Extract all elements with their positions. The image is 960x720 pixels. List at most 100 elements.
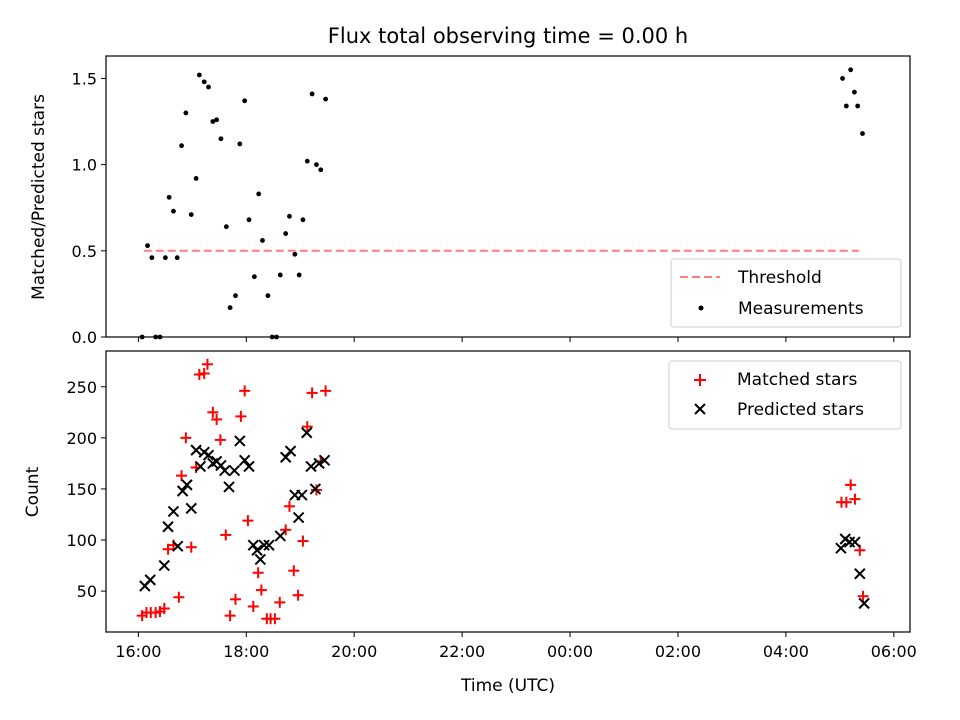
top-legend: Threshold Measurements — [670, 258, 902, 328]
measurements-point — [852, 89, 857, 95]
predicted-stars-point — [228, 464, 241, 477]
top-y-tick-label: 1.0 — [72, 156, 97, 175]
bottom-axes-frame — [105, 350, 911, 633]
matched-stars-point — [173, 591, 185, 603]
matched-stars-point — [242, 515, 254, 527]
x-tick-label: 06:00 — [871, 642, 917, 661]
top-plot-area: 0.0 0.5 1.0 1.5 Matched/Predicted stars Thr… — [29, 55, 911, 347]
matched-stars-point — [193, 369, 205, 381]
predicted-stars-point — [292, 511, 305, 524]
x-tick-label: 02:00 — [655, 642, 701, 661]
measurements-point — [840, 76, 845, 81]
bottom-y-tick-label: 100 — [66, 531, 97, 550]
measurements-point — [218, 136, 224, 142]
measurements-point — [214, 117, 220, 123]
measurements-point — [210, 119, 216, 124]
matched-stars-point — [230, 593, 242, 605]
top-y-tick-label: 0.0 — [72, 328, 97, 347]
measurements-point — [223, 224, 229, 230]
legend-measurements-label: Measurements — [738, 299, 864, 319]
matched-stars-point — [176, 470, 188, 482]
matched-stars-point — [185, 541, 197, 553]
matched-stars-point — [207, 406, 219, 418]
predicted-stars-point — [202, 449, 215, 461]
predicted-stars-point — [284, 445, 297, 457]
predicted-stars-point — [167, 505, 180, 518]
predicted-stars-point — [263, 539, 275, 551]
top-legend-box — [670, 258, 902, 328]
legend-matched-label: Matched stars — [737, 370, 857, 390]
measurements-point — [292, 251, 298, 257]
matched-stars-point — [280, 524, 292, 536]
measurements-point — [233, 293, 238, 299]
measurements-point — [188, 212, 194, 218]
top-y-tick-label: 0.5 — [72, 242, 97, 261]
matched-stars-point — [283, 500, 295, 512]
predicted-stars-point — [849, 536, 861, 548]
matched-stars-point — [274, 596, 286, 608]
measurements-point — [166, 194, 172, 200]
x-tick-label: 04:00 — [763, 642, 809, 661]
measurements-point — [171, 208, 176, 214]
measurements-point — [260, 238, 265, 243]
matched-stars-point — [224, 610, 236, 622]
matched-stars-point — [301, 421, 313, 433]
predicted-stars-point — [243, 460, 255, 473]
legend-predicted-label: Predicted stars — [737, 400, 864, 420]
matched-stars-point — [247, 600, 259, 612]
predicted-stars-point — [309, 483, 322, 495]
bottom-y-tick-label: 250 — [66, 378, 97, 397]
bottom-y-tick-label: 50 — [77, 582, 97, 601]
legend-matched-swatch — [694, 374, 706, 386]
x-tick-label: 20:00 — [331, 642, 377, 661]
top-y-axis-label: Matched/Predicted stars — [29, 94, 49, 300]
measurements-point — [314, 162, 319, 168]
predicted-stars-point — [301, 427, 313, 439]
measurements-point — [309, 91, 315, 97]
measurements-point — [304, 158, 310, 164]
measurements-point — [860, 131, 865, 136]
matched-stars-point — [320, 385, 332, 397]
predicted-stars-point — [305, 460, 317, 473]
bottom-y-axis-label: Count — [23, 466, 43, 517]
x-tick-label: 18:00 — [223, 642, 269, 661]
bottom-legend-box — [668, 360, 902, 430]
predicted-stars-point — [251, 544, 263, 556]
measurements-point — [162, 255, 168, 261]
matched-stars-point — [158, 602, 170, 614]
predicted-stars-point — [194, 460, 207, 473]
predicted-stars-point — [854, 568, 866, 580]
x-axis-label: Time (UTC) — [460, 676, 555, 696]
chart-title: Flux total observing time = 0.00 h — [328, 24, 688, 48]
legend-threshold-label: Threshold — [737, 268, 822, 288]
predicted-stars-point — [158, 559, 170, 572]
bottom-plot-area: 16:00 18:00 20:00 22:00 00:00 02:00 04:00 06:00… — [23, 350, 917, 696]
predicted-stars-point — [274, 530, 286, 542]
matched-stars-point — [239, 385, 251, 397]
predicted-stars-point — [172, 540, 184, 552]
predicted-stars-point — [835, 542, 847, 554]
measurements-point — [193, 175, 199, 181]
matched-stars-point — [292, 589, 304, 601]
matched-stars-point — [220, 529, 232, 541]
measurements-point — [246, 217, 252, 223]
measurements-point — [283, 231, 289, 236]
measurements-point — [179, 143, 184, 149]
matched-stars-point — [840, 496, 852, 508]
measurements-point — [201, 79, 207, 85]
matched-stars-point — [255, 584, 267, 596]
predicted-stars-point — [238, 454, 251, 467]
matched-stars-point — [845, 479, 857, 491]
predicted-stars-point — [313, 457, 325, 470]
bottom-y-tick-label: 150 — [66, 480, 97, 499]
predicted-stars-point — [258, 539, 270, 551]
measurements-point — [149, 255, 155, 261]
measurements-point — [196, 72, 202, 78]
legend-predicted-swatch — [694, 403, 706, 415]
predicted-stars-point — [190, 444, 202, 456]
predicted-stars-point — [219, 464, 231, 477]
predicted-stars-point — [162, 521, 174, 533]
matched-stars-point — [252, 567, 264, 579]
measurements-point — [296, 272, 302, 278]
